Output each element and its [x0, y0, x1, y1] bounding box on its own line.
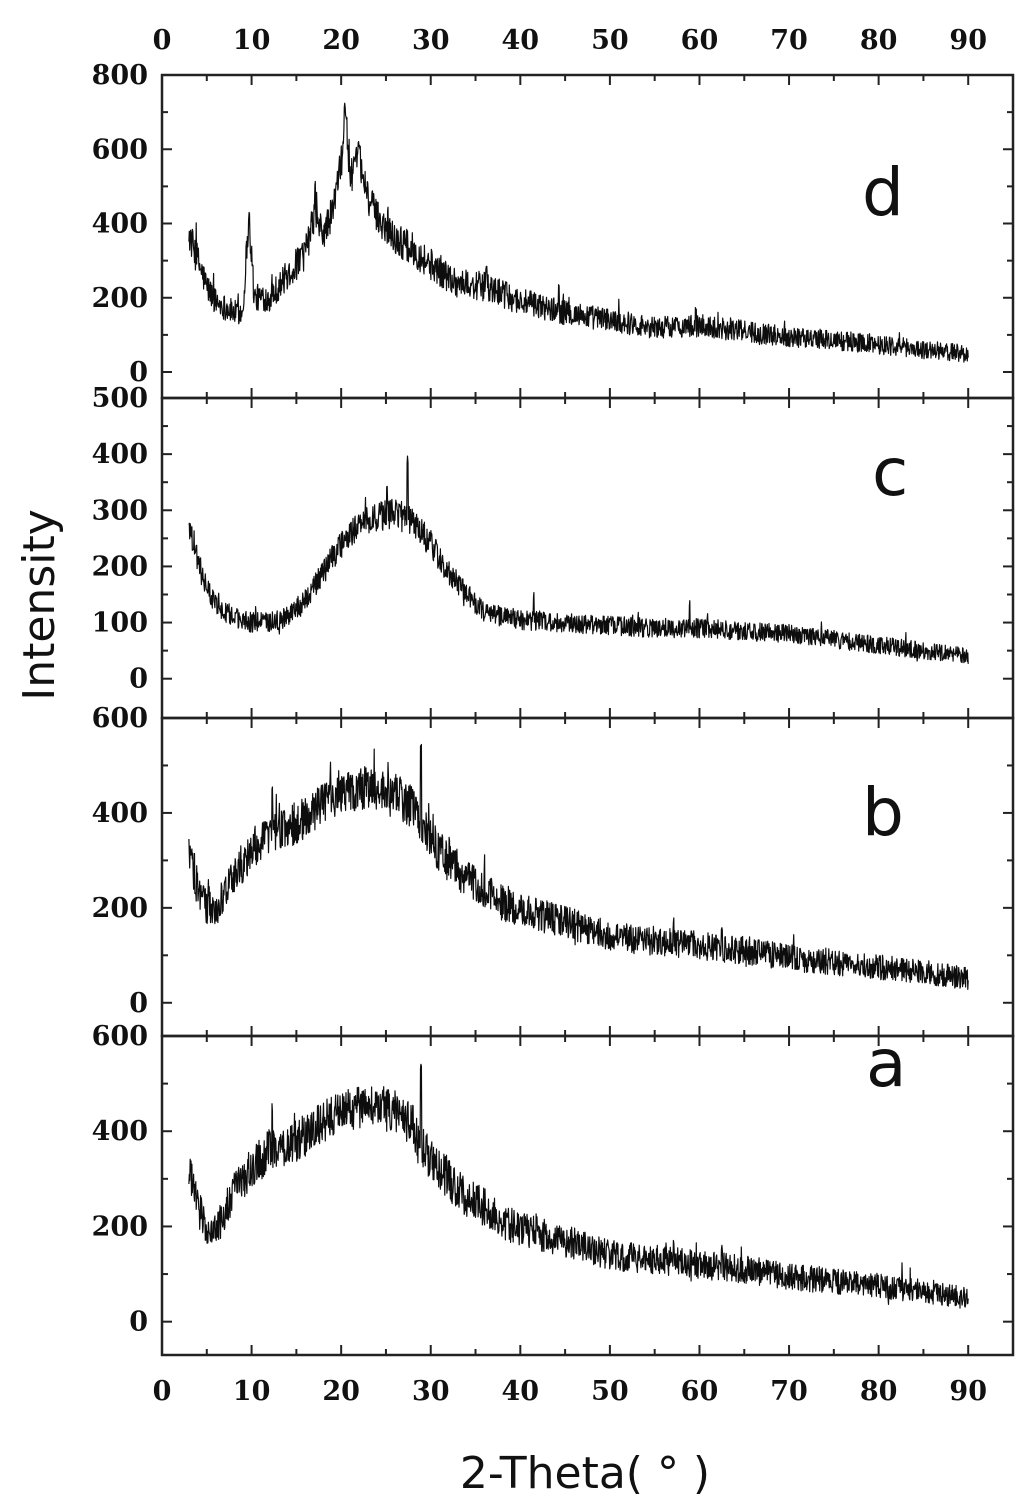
x-tick-label: 10 [233, 1376, 271, 1407]
panel-a: 0 200 400 600 a [92, 1021, 1015, 1357]
y-tick-label: 600 [92, 1021, 148, 1052]
xrd-trace-c [188, 455, 969, 664]
x-tick-label: 0 [153, 1376, 172, 1407]
xrd-trace-d [188, 102, 969, 363]
top-x-tick-label: 70 [770, 25, 808, 56]
x-tick-label: 70 [770, 1376, 808, 1407]
y-tick-label: 300 [92, 495, 148, 526]
y-tick-label: 600 [92, 134, 148, 165]
y-tick-label: 0 [129, 357, 148, 388]
panel-b: 0 200 400 600 b [92, 703, 1015, 1038]
x-tick-label: 90 [949, 1376, 987, 1407]
y-tick-label: 800 [92, 60, 148, 91]
y-tick-label: 0 [129, 988, 148, 1019]
panel-frame [160, 1034, 1015, 1357]
top-x-tick-label: 60 [681, 25, 719, 56]
panel-c: 0 100 200 300 400 500 c [92, 383, 1015, 720]
top-x-tick-label: 0 [153, 25, 172, 56]
top-x-tick-label: 10 [233, 25, 271, 56]
panel-label: c [872, 434, 908, 511]
x-tick-label: 80 [860, 1376, 898, 1407]
panel-label: a [866, 1025, 906, 1102]
x-tick-label: 60 [681, 1376, 719, 1407]
y-tick-label: 100 [92, 608, 148, 639]
xrd-trace-b [188, 743, 969, 990]
top-x-tick-label: 20 [322, 25, 360, 56]
panel-d: 0 200 400 600 800 d [92, 60, 1015, 400]
y-tick-label: 200 [92, 1211, 148, 1242]
top-x-tick-label: 80 [860, 25, 898, 56]
y-tick-label: 200 [92, 551, 148, 582]
xrd-trace-a [188, 1063, 969, 1309]
y-tick-label: 200 [92, 893, 148, 924]
top-x-tick-label: 40 [502, 25, 540, 56]
x-tick-label: 20 [322, 1376, 360, 1407]
y-tick-label: 400 [92, 798, 148, 829]
y-tick-label: 500 [92, 383, 148, 414]
top-x-tick-label: 90 [949, 25, 987, 56]
y-tick-label: 400 [92, 439, 148, 470]
y-tick-label: 0 [129, 664, 148, 695]
y-tick-label: 400 [92, 1116, 148, 1147]
top-x-tick-label: 30 [412, 25, 450, 56]
y-tick-label: 200 [92, 283, 148, 314]
x-tick-label: 40 [502, 1376, 540, 1407]
x-tick-label: 30 [412, 1376, 450, 1407]
y-tick-label: 400 [92, 209, 148, 240]
y-axis-title: Intensity [14, 509, 65, 701]
plot-layer: 0200400600800d0100200300400500c020040060… [92, 25, 1015, 1407]
panel-frame [160, 716, 1015, 1038]
top-x-tick-label: 50 [591, 25, 629, 56]
x-axis-title: 2-Theta( ° ) [460, 1448, 710, 1499]
panel-label: b [862, 774, 904, 851]
panel-label: d [862, 154, 904, 231]
y-tick-label: 600 [92, 703, 148, 734]
y-tick-label: 0 [129, 1307, 148, 1338]
x-tick-label: 50 [591, 1376, 629, 1407]
